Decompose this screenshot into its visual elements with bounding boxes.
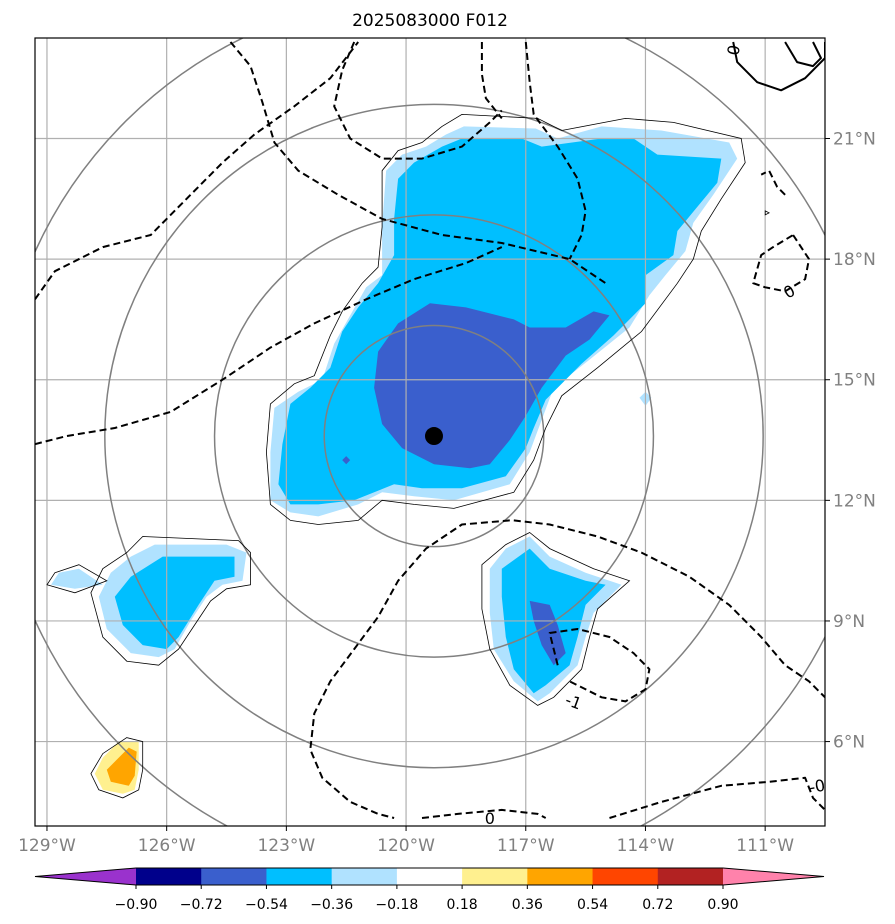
colorbar-tick-label: −0.36: [310, 897, 353, 913]
plot-frame: [34, 37, 826, 827]
dashed-contour: [752, 234, 810, 293]
zero-contour: [265, 113, 746, 525]
range-ring: [323, 324, 545, 548]
contour-label: 0: [723, 43, 743, 56]
y-tick-label: 21°N: [833, 130, 876, 150]
colorbar-tick-label: 0.36: [512, 897, 543, 913]
storm-center-marker: [424, 427, 443, 446]
dashed-contour: [309, 519, 510, 819]
contour-label: 0: [485, 809, 495, 828]
range-ring: [213, 214, 655, 658]
filled-region-8: [51, 568, 103, 589]
filled-regions: [51, 126, 738, 794]
dashed-contour: [609, 776, 825, 819]
colorbar-tick-label: −0.18: [375, 897, 418, 913]
colorbar-segment: [592, 868, 659, 885]
colorbar-segment: [201, 868, 267, 885]
colorbar-tick-label: 0.18: [447, 897, 478, 913]
colorbar-segment: [136, 868, 202, 885]
filled-region-12: [106, 747, 137, 786]
x-tick-label: 126°W: [138, 836, 196, 856]
colorbar-segment: [331, 868, 398, 885]
colorbar-segment: [266, 868, 333, 885]
colorbar-tick-label: −0.72: [180, 897, 223, 913]
range-rings: [35, 38, 825, 826]
colorbar-tick-label: 0.54: [577, 897, 608, 913]
dashed-contour: [35, 41, 359, 300]
colorbar-segment: [396, 868, 463, 885]
y-axis-ticks: 21°N 18°N 15°N 12°N 9°N 6°N: [825, 130, 876, 753]
dashed-contour: [333, 41, 503, 160]
dashed-contour: [760, 169, 786, 196]
x-tick-label: 117°W: [497, 836, 555, 856]
y-tick-label: 12°N: [833, 491, 876, 511]
dashed-contour: [421, 808, 547, 819]
colorbar-extend-low: [35, 868, 136, 885]
filled-region-7: [529, 600, 566, 666]
contours: [35, 41, 825, 819]
dashed-contour: [480, 42, 503, 120]
y-tick-label: 18°N: [833, 250, 876, 270]
solid-contour: [732, 41, 825, 92]
chart-title: 2025083000 F012: [352, 11, 508, 31]
zero-contour: [90, 536, 251, 666]
x-tick-label: 120°W: [377, 836, 435, 856]
dashed-contour: [513, 519, 825, 699]
dashed-contour: [35, 246, 503, 446]
colorbar-tick-label: −0.54: [245, 897, 288, 913]
colorbar: −0.90 −0.72 −0.54 −0.36 −0.18 0.18 0.36 0.54 0.7…: [34, 867, 825, 913]
colorbar-segment: [527, 868, 594, 885]
y-tick-label: 15°N: [833, 371, 876, 391]
contour-label: -0: [808, 776, 827, 797]
zero-contour: [46, 564, 108, 594]
storm-center-dot: [424, 427, 443, 446]
y-tick-label: 6°N: [833, 733, 865, 753]
dashed-contour: [229, 41, 607, 285]
zero-contour: [481, 532, 631, 706]
colorbar-segment: [462, 868, 528, 885]
colorbar-extend-high: [723, 868, 824, 885]
filled-region-10: [342, 456, 351, 465]
dashed-contour: [524, 41, 587, 260]
colorbar-segment: [657, 868, 724, 885]
gridlines: [35, 38, 825, 826]
colorbar-tick-label: −0.90: [115, 897, 158, 913]
zero-contour: [90, 737, 144, 799]
x-tick-label: 123°W: [257, 836, 315, 856]
filled-region-2: [374, 303, 610, 469]
dashed-contour: [548, 628, 651, 703]
solid-contour: [784, 41, 822, 68]
x-axis-ticks: 129°W 126°W 123°W 120°W 117°W 114°W 111°W: [18, 826, 794, 856]
contour-label: -1: [563, 690, 584, 713]
x-tick-label: 111°W: [736, 836, 794, 856]
y-tick-label: 9°N: [833, 612, 865, 632]
filled-region-4: [114, 556, 235, 650]
x-tick-label: 129°W: [18, 836, 76, 856]
zero-contour: [764, 210, 770, 216]
x-tick-label: 114°W: [617, 836, 675, 856]
colorbar-tick-label: 0.72: [642, 897, 673, 913]
colorbar-tick-label: 0.90: [707, 897, 738, 913]
range-ring: [104, 103, 764, 769]
